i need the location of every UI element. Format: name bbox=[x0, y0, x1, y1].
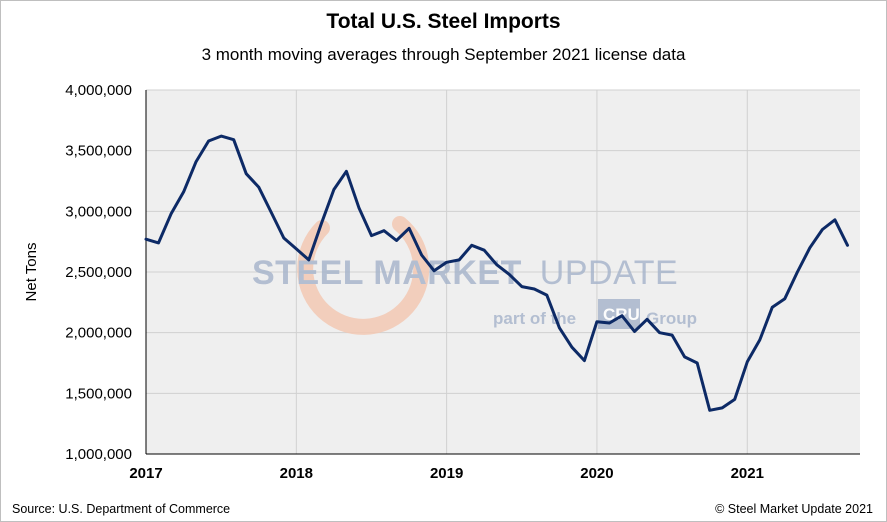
data-point bbox=[432, 269, 436, 272]
data-point bbox=[746, 360, 749, 363]
data-point bbox=[520, 285, 523, 288]
data-point bbox=[219, 134, 223, 138]
data-point bbox=[658, 331, 661, 334]
data-point bbox=[232, 138, 235, 141]
data-point bbox=[295, 247, 298, 251]
data-point bbox=[270, 211, 273, 214]
data-point bbox=[382, 229, 386, 232]
data-point bbox=[495, 263, 498, 266]
data-point bbox=[645, 318, 649, 321]
data-point bbox=[320, 222, 323, 225]
data-point bbox=[846, 244, 849, 247]
data-point bbox=[545, 293, 549, 297]
data-point bbox=[570, 346, 574, 349]
data-point bbox=[420, 253, 423, 257]
data-point bbox=[796, 270, 799, 274]
y-tick-label: 2,000,000 bbox=[65, 325, 132, 342]
data-point bbox=[457, 258, 461, 262]
data-point bbox=[783, 297, 787, 300]
chart-title: Total U.S. Steel Imports bbox=[326, 10, 561, 33]
data-point bbox=[445, 261, 448, 264]
data-point bbox=[633, 330, 636, 333]
watermark-tagline-right: Group bbox=[646, 309, 697, 328]
data-point bbox=[395, 239, 398, 242]
data-point bbox=[508, 273, 511, 276]
data-point bbox=[144, 238, 148, 241]
x-tick-labels: 2017 2018 2019 2020 2021 bbox=[129, 465, 764, 482]
y-tick-label: 4,000,000 bbox=[65, 82, 132, 99]
data-point bbox=[533, 287, 536, 291]
data-point bbox=[695, 361, 699, 365]
watermark-title: STEEL MARKET UPDATE bbox=[252, 254, 678, 292]
data-point bbox=[821, 228, 824, 231]
data-point bbox=[282, 236, 285, 240]
data-point bbox=[733, 398, 736, 401]
data-point bbox=[257, 185, 260, 189]
data-point bbox=[758, 338, 761, 342]
y-tick-label: 2,500,000 bbox=[65, 264, 132, 281]
data-point bbox=[670, 333, 674, 337]
x-tick-label: 2017 bbox=[129, 465, 162, 482]
y-tick-label: 1,500,000 bbox=[65, 385, 132, 402]
source-note: Source: U.S. Department of Commerce bbox=[12, 502, 231, 516]
x-tick-label: 2021 bbox=[731, 465, 764, 482]
data-point bbox=[169, 212, 173, 215]
y-tick-label: 3,000,000 bbox=[65, 203, 132, 220]
y-tick-label: 3,500,000 bbox=[65, 143, 132, 160]
data-point bbox=[207, 139, 210, 143]
y-tick-labels: 1,000,000 1,500,000 2,000,000 2,500,000 3,00… bbox=[65, 82, 132, 463]
data-point bbox=[245, 172, 248, 175]
data-point bbox=[470, 244, 473, 247]
watermark-tagline-left: part of the bbox=[493, 309, 576, 328]
watermark: STEEL MARKET UPDATE part of the CRU Grou… bbox=[252, 216, 697, 335]
axes bbox=[145, 90, 860, 455]
x-tick-label: 2019 bbox=[430, 465, 463, 482]
data-point bbox=[345, 170, 348, 173]
series-layer bbox=[144, 134, 849, 412]
y-axis-label: Net Tons bbox=[23, 243, 40, 302]
data-point bbox=[721, 406, 724, 410]
copyright-note: © Steel Market Update 2021 bbox=[715, 502, 873, 516]
data-point bbox=[608, 321, 611, 325]
x-tick-label: 2018 bbox=[280, 465, 313, 482]
y-tick-label: 1,000,000 bbox=[65, 446, 132, 463]
data-point bbox=[583, 359, 586, 362]
data-point bbox=[194, 160, 198, 163]
data-point bbox=[483, 248, 486, 252]
data-point bbox=[558, 326, 561, 330]
data-point bbox=[595, 320, 599, 323]
data-point bbox=[182, 190, 185, 194]
gridlines bbox=[145, 89, 860, 455]
data-point bbox=[808, 246, 812, 249]
data-point bbox=[407, 227, 411, 230]
data-point bbox=[157, 241, 160, 245]
data-point bbox=[620, 314, 624, 317]
data-point bbox=[833, 218, 837, 222]
x-tick-label: 2020 bbox=[580, 465, 613, 482]
data-point bbox=[708, 409, 711, 412]
watermark-swoosh-icon bbox=[297, 216, 430, 335]
chart-subtitle: 3 month moving averages through Septembe… bbox=[201, 45, 686, 64]
data-point bbox=[307, 258, 311, 262]
data-point bbox=[771, 305, 774, 309]
data-point bbox=[370, 234, 373, 237]
data-point bbox=[683, 355, 686, 359]
data-point bbox=[357, 206, 361, 209]
data-point bbox=[332, 188, 336, 191]
